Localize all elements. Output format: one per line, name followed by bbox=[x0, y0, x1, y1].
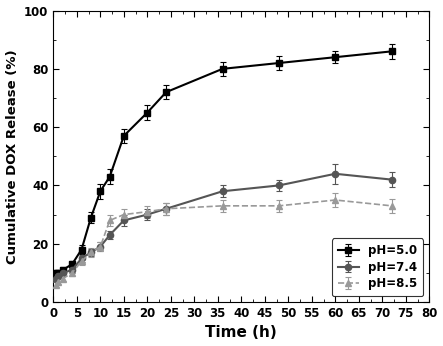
Y-axis label: Cumulative DOX Release (%): Cumulative DOX Release (%) bbox=[6, 49, 19, 264]
Legend: pH=5.0, pH=7.4, pH=8.5: pH=5.0, pH=7.4, pH=8.5 bbox=[332, 238, 424, 296]
X-axis label: Time (h): Time (h) bbox=[206, 326, 277, 340]
